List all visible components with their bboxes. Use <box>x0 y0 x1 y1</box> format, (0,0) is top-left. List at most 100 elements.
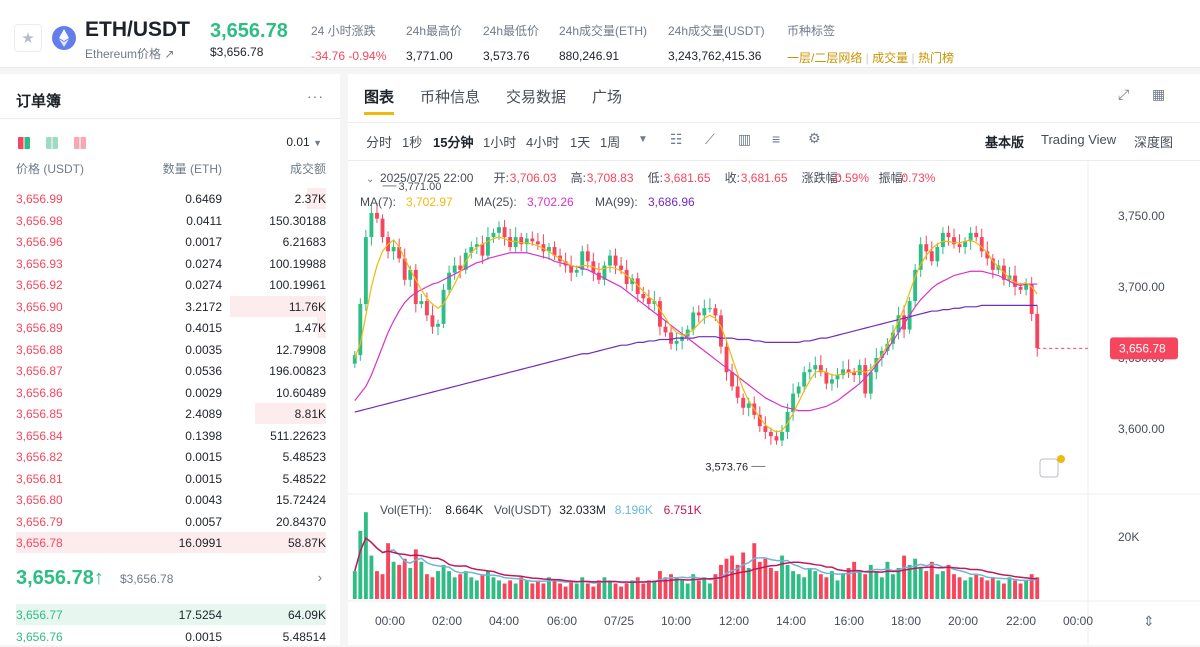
tag-volume[interactable]: 成交量 <box>872 51 909 65</box>
volume-bar <box>996 580 1001 599</box>
volume-label: Vol(USDT) <box>494 503 551 517</box>
candle-body <box>768 431 773 437</box>
orderbook-row[interactable]: 3,656.88 0.0035 12.79908 <box>0 339 340 360</box>
orderbook-row[interactable]: 3,656.86 0.0029 10.60489 <box>0 382 340 403</box>
orderbook-row[interactable]: 3,656.98 0.0411 150.30188 <box>0 210 340 231</box>
candle-type-icon[interactable]: ▥ <box>738 131 752 147</box>
tick-size-select[interactable]: 0.01 ▼ <box>286 135 322 149</box>
orderbook-row[interactable]: 3,656.93 0.0274 100.19988 <box>0 253 340 274</box>
orderbook-row[interactable]: 3,656.96 0.0017 6.21683 <box>0 231 340 252</box>
volume-bar <box>635 577 640 599</box>
orderbook-row[interactable]: 3,656.89 0.4015 1.47K <box>0 317 340 338</box>
interval-1d[interactable]: 1天 <box>570 135 591 150</box>
candle-body <box>868 372 873 394</box>
favorite-star-icon[interactable]: ★ <box>14 24 42 52</box>
candle-body <box>702 308 707 316</box>
tag-layer-network[interactable]: 一层/二层网络 <box>787 51 863 65</box>
interval-1h[interactable]: 1小时 <box>483 135 517 150</box>
volume-bar <box>702 577 707 599</box>
tag-hot[interactable]: 热门榜 <box>917 51 954 65</box>
candle-body <box>424 301 429 316</box>
settings-gear-icon[interactable]: ⚙ <box>808 130 821 146</box>
volume-bar <box>768 568 773 599</box>
stat-label: 24h最低价 <box>483 24 540 38</box>
orderbook-row[interactable]: 3,656.78 16.0991 58.87K <box>0 532 340 553</box>
orderbook-row[interactable]: 3,656.79 0.0057 20.84370 <box>0 511 340 532</box>
view-asks-icon[interactable] <box>74 137 86 149</box>
more-options-icon[interactable]: ··· <box>307 88 324 104</box>
coin-price-link[interactable]: Ethereum价格 ↗ <box>85 47 175 61</box>
volume-bar <box>652 580 657 599</box>
view-tradingview[interactable]: Trading View <box>1041 132 1117 147</box>
coin-tags: 币种标签 一层/二层网络 | 成交量 | 热门榜 <box>787 24 954 65</box>
view-both-icon[interactable] <box>18 137 30 149</box>
orderbook-row[interactable]: 3,656.77 17.5254 64.09K <box>0 604 340 625</box>
tab-chart[interactable]: 图表 <box>364 89 395 106</box>
pair-symbol[interactable]: ETH/USDT <box>85 18 190 41</box>
volume-bar <box>707 583 712 599</box>
layout-grid-icon[interactable]: ▦ <box>1152 86 1166 102</box>
row-price: 3,656.85 <box>16 407 63 421</box>
volume-bar <box>363 512 368 599</box>
volume-value: 8.664K <box>445 503 483 517</box>
interval-1w[interactable]: 1周 <box>600 135 621 150</box>
volume-bar <box>863 574 868 599</box>
x-tick-label: 04:00 <box>489 614 519 628</box>
indicator-icon[interactable]: ☷ <box>670 131 683 147</box>
row-qty: 0.0035 <box>185 342 222 357</box>
expand-icon[interactable]: ⤢ <box>1118 86 1130 102</box>
candle-body <box>375 212 379 219</box>
volume-bar <box>746 568 751 599</box>
last-price-usd: $3,656.78 <box>210 45 264 59</box>
orderbook-row[interactable]: 3,656.76 0.0015 5.48514 <box>0 626 340 647</box>
more-intervals-icon[interactable]: ▼ <box>638 134 648 145</box>
volume-bar <box>480 574 485 599</box>
interval-1s[interactable]: 1秒 <box>402 135 423 150</box>
row-qty: 0.0536 <box>185 364 222 378</box>
interval-time[interactable]: 分时 <box>366 135 393 150</box>
row-total: 5.48523 <box>282 450 326 464</box>
orderbook-row[interactable]: 3,656.92 0.0274 100.19961 <box>0 274 340 295</box>
orderbook-row[interactable]: 3,656.85 2.4089 8.81K <box>0 403 340 424</box>
candle-body <box>458 265 463 270</box>
volume-bar <box>885 561 890 599</box>
drawing-tools-icon[interactable]: ⟋ <box>705 131 715 147</box>
volume-bar <box>879 577 884 599</box>
candle-body <box>1024 284 1029 290</box>
stat-24h-volume-eth: 24h成交量(ETH) 880,246.91 <box>559 22 647 63</box>
orderbook-row[interactable]: 3,656.99 0.6469 2.37K <box>0 188 340 209</box>
row-qty: 0.1398 <box>185 428 222 443</box>
x-tick-label: 12:00 <box>719 614 749 628</box>
candle-body <box>358 303 363 356</box>
orderbook-row[interactable]: 3,656.80 0.0043 15.72424 <box>0 489 340 510</box>
candle-body <box>652 301 657 304</box>
orderbook-row[interactable]: 3,656.84 0.1398 511.22623 <box>0 425 340 446</box>
volume-bar <box>391 561 396 599</box>
stat-value: -34.76 -0.94% <box>311 49 387 63</box>
volume-bar <box>430 577 435 599</box>
orderbook-row[interactable]: 3,656.81 0.0015 5.48522 <box>0 468 340 489</box>
x-tick-label: 16:00 <box>834 614 864 628</box>
orderbook-row[interactable]: 3,656.82 0.0015 5.48523 <box>0 446 340 467</box>
view-basic[interactable]: 基本版 <box>985 135 1025 150</box>
volume-bar <box>841 574 845 599</box>
candlestick-chart[interactable]: 3,750.003,700.003,650.003,600.003,771.00… <box>348 161 1200 645</box>
tab-square[interactable]: 广场 <box>592 89 623 106</box>
tab-coin-info[interactable]: 币种信息 <box>420 89 481 106</box>
template-icon[interactable]: ≡ <box>772 131 781 147</box>
interval-4h[interactable]: 4小时 <box>526 135 560 150</box>
volume-bar <box>813 571 818 599</box>
orderbook-row[interactable]: 3,656.90 3.2172 11.76K <box>0 295 340 317</box>
chevron-right-icon[interactable]: › <box>317 570 322 585</box>
volume-bar <box>924 571 929 599</box>
tab-trading-data[interactable]: 交易数据 <box>506 89 567 106</box>
volume-bar <box>974 574 979 599</box>
ohlc-info-text: 收: <box>725 171 740 185</box>
view-depth[interactable]: 深度图 <box>1134 135 1174 150</box>
candle-body <box>619 265 624 270</box>
volume-bar <box>935 574 940 599</box>
stat-label: 24h成交量(ETH) <box>559 24 648 38</box>
view-bids-icon[interactable] <box>46 137 58 149</box>
interval-15m[interactable]: 15分钟 <box>433 135 474 150</box>
orderbook-row[interactable]: 3,656.87 0.0536 196.00823 <box>0 360 340 381</box>
